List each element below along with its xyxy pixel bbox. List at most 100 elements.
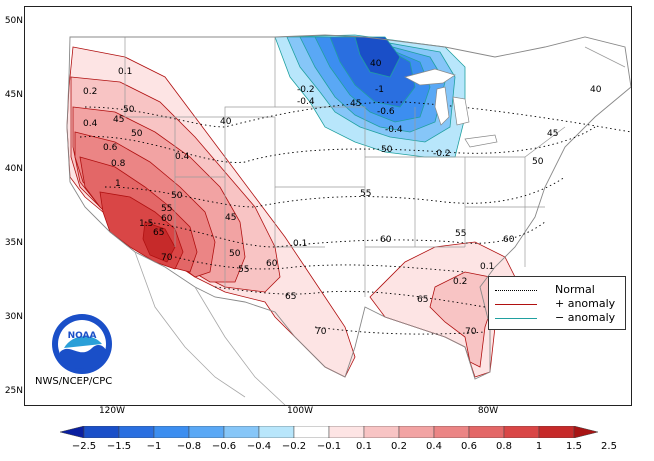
anomaly-label: -1: [375, 85, 384, 95]
colorbar-tick-label: 0.2: [391, 441, 407, 452]
legend-swatch-plus: [495, 304, 537, 305]
colorbar-tick-label: −0.6: [211, 441, 237, 452]
great-lakes: [404, 68, 498, 148]
colorbar-tick-label: 1.5: [566, 441, 582, 452]
logo-text: NOAA: [68, 331, 97, 341]
colorbar-swatch: [433, 426, 470, 438]
colorbar-tick-label: −1.5: [106, 441, 132, 452]
lat-label-45n: 45N: [4, 90, 23, 100]
normal-label: 45: [547, 129, 559, 139]
normal-label: 70: [161, 253, 173, 263]
normal-label: 40: [370, 59, 382, 69]
normal-label: 50: [229, 249, 241, 259]
lat-label-40n: 40N: [4, 164, 23, 174]
normal-contours: [79, 101, 631, 335]
noaa-logo: NOAA: [52, 314, 112, 374]
normal-label: 50: [171, 191, 183, 201]
anomaly-label: 0.4: [83, 119, 98, 129]
anomaly-label: 0.1: [293, 239, 308, 249]
colorbar-swatch: [573, 426, 598, 438]
anomaly-label: 0.8: [111, 159, 126, 169]
anomaly-fill-west-1.5: [142, 221, 176, 263]
anomaly-label: -0.4: [297, 97, 315, 107]
normal-label: 50: [123, 105, 135, 115]
anomaly-map: [66, 34, 631, 405]
colorbar-swatch: [538, 426, 575, 438]
colorbar-swatch: [363, 426, 400, 438]
colorbar-tick-label: 0.4: [426, 441, 442, 452]
colorbar-swatch: [398, 426, 435, 438]
anomaly-label: 0.2: [453, 277, 468, 287]
legend-label-plus: + anomaly: [555, 297, 616, 310]
normal-label: 65: [417, 295, 429, 305]
us-outline: [66, 34, 631, 380]
normal-label: 40: [220, 117, 232, 127]
legend-label-minus: − anomaly: [555, 311, 616, 324]
lat-label-35n: 35N: [4, 238, 23, 248]
normal-label: 40: [590, 85, 602, 95]
normal-label: 50: [532, 157, 544, 167]
anomaly-label: 0.1: [480, 262, 495, 272]
normal-label: 45: [113, 115, 125, 125]
normal-label: 50: [131, 129, 143, 139]
colorbar-tick-label: 0.1: [356, 441, 372, 452]
legend-row-normal: Normal: [495, 283, 619, 297]
anomaly-label: -0.2: [297, 85, 315, 95]
colorbar-tick-label: −1: [146, 441, 162, 452]
colorbar-swatch: [153, 426, 190, 438]
normal-label: 60: [380, 235, 392, 245]
legend-row-minus: − anomaly: [495, 311, 619, 325]
legend-row-plus: + anomaly: [495, 297, 619, 311]
legend-swatch-normal: [495, 290, 537, 291]
colorbar-tick-label: 1: [535, 441, 543, 452]
colorbar-swatch: [60, 426, 85, 438]
colorbar-tick-label: −0.1: [316, 441, 342, 452]
colorbar-tick-label: 0.6: [461, 441, 477, 452]
colorbar-swatch: [328, 426, 365, 438]
normal-label: 55: [455, 229, 467, 239]
anomaly-fill-north--1.5: [354, 36, 401, 78]
colorbar-tick-label: −2.5: [71, 441, 97, 452]
normal-label: 60: [161, 214, 173, 224]
anomaly-label: -0.2: [433, 149, 451, 159]
normal-label: 70: [465, 327, 477, 337]
normal-label: 55: [161, 204, 173, 214]
colorbar-swatch: [188, 426, 225, 438]
legend-label-normal: Normal: [555, 283, 595, 296]
normal-label: 65: [285, 292, 297, 302]
anomaly-label: 1: [115, 179, 121, 189]
legend: Normal + anomaly − anomaly: [488, 276, 626, 330]
anomaly-fill-southeast-0.2: [429, 271, 496, 368]
anomaly-label: 0.1: [118, 67, 133, 77]
normal-label: 50: [381, 145, 393, 155]
lat-label-30n: 30N: [4, 312, 23, 322]
normal-label: 60: [503, 235, 515, 245]
colorbar-swatch: [223, 426, 260, 438]
lat-label-50n: 50N: [4, 16, 23, 26]
lon-label-100w: 100W: [286, 406, 314, 416]
normal-label: 45: [225, 213, 237, 223]
agency-label: NWS/NCEP/CPC: [35, 376, 113, 387]
anomaly-label: 0.2: [83, 87, 98, 97]
colorbar-swatch: [468, 426, 505, 438]
anomaly-label: 1.5: [139, 219, 154, 229]
anomaly-label: -0.6: [377, 107, 395, 117]
normal-label: 55: [360, 189, 372, 199]
colorbar-swatch: [293, 426, 330, 438]
anomaly-label: -0.4: [385, 125, 403, 135]
map-panel: 0.1 0.2 0.4 0.6 0.8 1 1.5 0.1 0.2 0.1 0.…: [24, 6, 632, 406]
legend-swatch-minus: [495, 318, 537, 319]
anomaly-label: 0.4: [175, 152, 190, 162]
colorbar-tick-label: −0.8: [176, 441, 202, 452]
colorbar-swatch: [503, 426, 540, 438]
normal-label: 70: [315, 327, 327, 337]
colorbar-swatch: [83, 426, 120, 438]
anomaly-label: 0.6: [103, 143, 118, 153]
lat-label-25n: 25N: [4, 386, 23, 396]
normal-label: 65: [153, 228, 165, 238]
colorbar-tick-label: 0.8: [496, 441, 512, 452]
colorbar-swatch: [118, 426, 155, 438]
mexico-outline: [134, 251, 286, 405]
normal-label: 60: [266, 259, 278, 269]
lon-label-80w: 80W: [477, 406, 499, 416]
